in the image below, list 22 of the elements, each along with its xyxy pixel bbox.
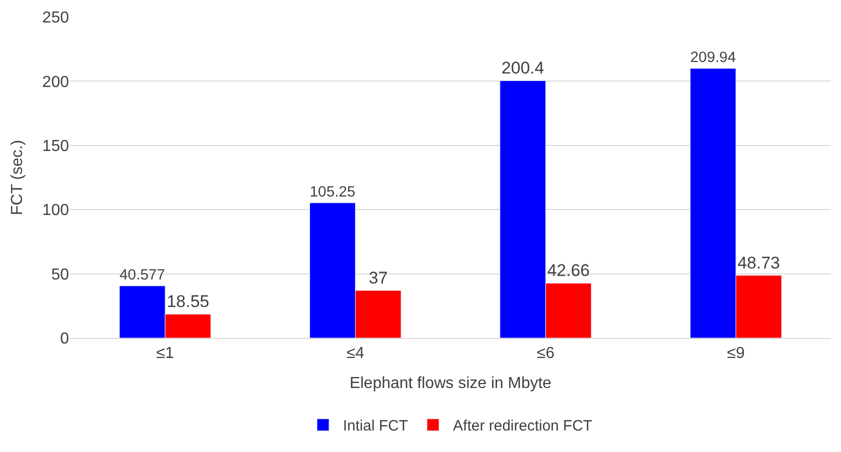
- data-label: 42.66: [547, 261, 590, 280]
- data-label: 209.94: [690, 48, 736, 66]
- y-tick-label: 200: [42, 74, 70, 91]
- legend-label: After redirection FCT: [453, 418, 592, 435]
- data-label: 48.73: [737, 253, 780, 272]
- y-tick-label: 150: [42, 138, 70, 155]
- data-label: 37: [368, 268, 388, 288]
- data-label: 18.55: [166, 292, 210, 312]
- legend-label: Intial FCT: [343, 418, 408, 435]
- x-tick-label: ≤4: [346, 345, 364, 362]
- y-axis-title: FCT (sec.): [9, 140, 26, 216]
- x-axis-title: Elephant flows size in Mbyte: [350, 374, 552, 392]
- x-tick-label: ≤9: [727, 345, 745, 362]
- data-label: 200.4: [502, 58, 544, 78]
- y-tick-label: 250: [42, 10, 70, 27]
- y-tick-label: 0: [60, 330, 70, 348]
- x-tick-label: ≤6: [536, 345, 555, 362]
- y-tick-label: 50: [51, 266, 70, 284]
- y-tick-label: 100: [42, 202, 70, 220]
- x-tick-label: ≤1: [156, 345, 174, 362]
- data-label: 40.577: [120, 266, 166, 284]
- data-label: 105.25: [310, 183, 356, 200]
